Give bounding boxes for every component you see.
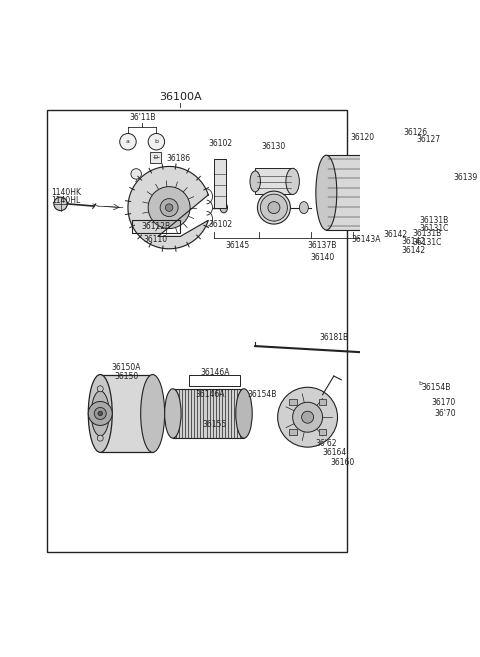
Bar xyxy=(100,374,153,453)
Circle shape xyxy=(392,186,405,199)
Bar xyxy=(289,399,297,405)
Text: 36130: 36130 xyxy=(262,142,286,150)
Ellipse shape xyxy=(165,389,181,438)
Circle shape xyxy=(160,198,178,217)
Circle shape xyxy=(293,402,323,432)
Circle shape xyxy=(97,435,103,441)
Circle shape xyxy=(131,169,142,179)
Circle shape xyxy=(413,376,427,390)
Text: 36126: 36126 xyxy=(403,127,428,137)
Bar xyxy=(173,389,244,438)
Text: 1140HL: 1140HL xyxy=(51,196,81,206)
Text: 36112B: 36112B xyxy=(141,222,170,231)
Text: 36146A: 36146A xyxy=(200,368,229,377)
Bar xyxy=(132,219,180,233)
Ellipse shape xyxy=(141,374,165,453)
Text: 36142: 36142 xyxy=(384,230,408,239)
Text: 36170: 36170 xyxy=(431,397,456,407)
Bar xyxy=(214,159,226,208)
Ellipse shape xyxy=(316,155,337,230)
Text: 36120: 36120 xyxy=(350,133,374,143)
Circle shape xyxy=(148,133,165,150)
Text: 36131B: 36131B xyxy=(413,229,442,238)
Text: 36154B: 36154B xyxy=(421,383,451,392)
Bar xyxy=(420,193,426,198)
Bar xyxy=(255,168,293,194)
Text: 1140HK: 1140HK xyxy=(51,188,82,197)
Text: 36131B: 36131B xyxy=(420,216,449,225)
Text: 36164: 36164 xyxy=(323,448,347,457)
Circle shape xyxy=(120,133,136,150)
Ellipse shape xyxy=(257,191,290,224)
Bar xyxy=(443,342,480,459)
Text: 36100A: 36100A xyxy=(159,92,202,102)
Ellipse shape xyxy=(390,170,407,215)
Text: 36150A: 36150A xyxy=(112,363,141,372)
Circle shape xyxy=(268,202,280,214)
Text: b: b xyxy=(155,139,158,145)
Text: 36127: 36127 xyxy=(417,135,441,144)
Text: 36154B: 36154B xyxy=(248,390,277,399)
Bar xyxy=(47,110,347,552)
Text: 36145: 36145 xyxy=(225,240,250,250)
Ellipse shape xyxy=(236,389,252,438)
Text: 36160: 36160 xyxy=(330,458,354,466)
Text: 36131C: 36131C xyxy=(420,224,449,233)
Text: 36140: 36140 xyxy=(311,252,335,261)
Text: b: b xyxy=(418,381,422,386)
Ellipse shape xyxy=(300,202,308,214)
Text: 36142: 36142 xyxy=(402,246,426,255)
Text: 36155: 36155 xyxy=(203,420,227,429)
Ellipse shape xyxy=(377,386,418,442)
Ellipse shape xyxy=(366,373,429,455)
Bar xyxy=(326,155,398,230)
Bar xyxy=(189,375,240,386)
Text: 36'62: 36'62 xyxy=(315,439,336,448)
Circle shape xyxy=(166,204,173,212)
Text: 36181B: 36181B xyxy=(319,333,348,342)
Circle shape xyxy=(301,411,313,423)
Circle shape xyxy=(98,411,103,416)
Circle shape xyxy=(277,387,337,447)
Ellipse shape xyxy=(388,155,408,230)
Text: 36102: 36102 xyxy=(208,139,232,148)
Text: 36143A: 36143A xyxy=(351,235,381,244)
Circle shape xyxy=(419,165,427,172)
Ellipse shape xyxy=(286,168,300,194)
Bar xyxy=(150,152,161,163)
Bar xyxy=(289,429,297,435)
Text: 36110: 36110 xyxy=(144,235,168,244)
Text: 36137B: 36137B xyxy=(308,240,337,250)
Text: 36131C: 36131C xyxy=(413,238,442,247)
Circle shape xyxy=(261,194,288,221)
Circle shape xyxy=(54,197,67,211)
Circle shape xyxy=(148,187,190,229)
Ellipse shape xyxy=(220,202,228,213)
Circle shape xyxy=(387,403,408,424)
Circle shape xyxy=(458,204,464,211)
Text: 36102: 36102 xyxy=(208,219,232,229)
Circle shape xyxy=(458,182,464,188)
Ellipse shape xyxy=(91,391,109,436)
Text: 36150: 36150 xyxy=(114,372,139,380)
Text: 36146A: 36146A xyxy=(195,390,225,399)
Circle shape xyxy=(88,401,112,426)
Text: 36186: 36186 xyxy=(167,154,191,163)
Circle shape xyxy=(97,386,103,392)
Text: 36'11B: 36'11B xyxy=(129,112,156,122)
Ellipse shape xyxy=(88,374,112,453)
Circle shape xyxy=(94,407,106,419)
Ellipse shape xyxy=(250,171,261,192)
Polygon shape xyxy=(128,166,208,249)
Bar xyxy=(319,429,326,435)
Bar xyxy=(319,399,326,405)
Text: 36139: 36139 xyxy=(454,173,478,182)
Text: 36'70: 36'70 xyxy=(435,409,456,418)
Text: D: D xyxy=(154,155,158,160)
Text: a: a xyxy=(126,139,130,145)
Text: 36142: 36142 xyxy=(402,237,426,246)
